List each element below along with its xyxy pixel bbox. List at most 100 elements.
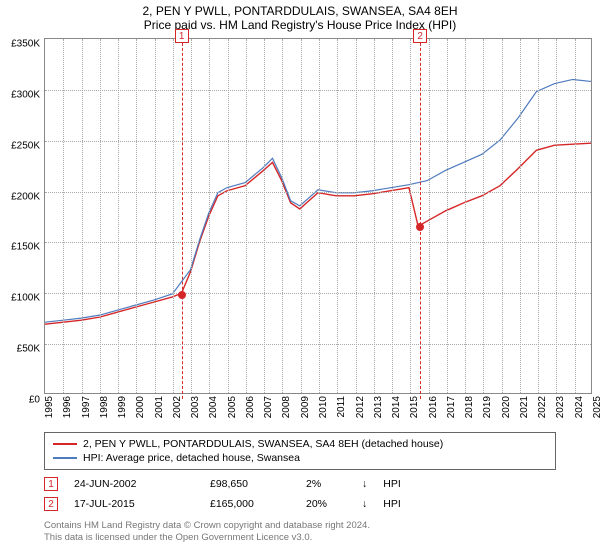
gridline-v: [282, 39, 283, 393]
gridline-v: [100, 39, 101, 393]
x-tick-label: 2017: [446, 396, 457, 418]
sales-table: 1 24-JUN-2002 £98,650 2% ↓ HPI 2 17-JUL-2015 £16…: [44, 474, 556, 514]
sale-hpi-label: HPI: [383, 498, 401, 510]
sale-date: 17-JUL-2015: [74, 498, 194, 510]
footer-line-1: Contains HM Land Registry data © Crown c…: [44, 520, 556, 532]
gridline-h: [45, 242, 591, 243]
gridline-v: [337, 39, 338, 393]
x-tick-label: 2013: [373, 396, 384, 418]
marker-point: [178, 291, 186, 299]
x-tick-label: 2010: [318, 396, 329, 418]
sale-pct: 2%: [306, 478, 346, 490]
gridline-v: [118, 39, 119, 393]
gridline-v: [301, 39, 302, 393]
footer-line-2: This data is licensed under the Open Gov…: [44, 532, 556, 544]
sale-date: 24-JUN-2002: [74, 478, 194, 490]
marker-line: [420, 33, 421, 399]
table-row: 2 17-JUL-2015 £165,000 20% ↓ HPI: [44, 494, 556, 514]
table-row: 1 24-JUN-2002 £98,650 2% ↓ HPI: [44, 474, 556, 494]
gridline-v: [520, 39, 521, 393]
gridline-h: [45, 293, 591, 294]
gridline-v: [356, 39, 357, 393]
gridline-h: [45, 192, 591, 193]
gridline-v: [502, 39, 503, 393]
page-title: 2, PEN Y PWLL, PONTARDDULAIS, SWANSEA, S…: [0, 0, 600, 18]
sale-price: £165,000: [210, 498, 290, 510]
gridline-h: [45, 90, 591, 91]
x-tick-label: 1999: [117, 396, 128, 418]
marker-point: [416, 223, 424, 231]
x-tick-label: 2012: [355, 396, 366, 418]
y-tick-label: £350K: [11, 39, 40, 50]
x-tick-label: 2006: [245, 396, 256, 418]
x-tick-label: 2023: [555, 396, 566, 418]
gridline-v: [374, 39, 375, 393]
series-line: [45, 143, 591, 324]
gridline-v: [429, 39, 430, 393]
sale-badge: 1: [44, 477, 58, 491]
gridline-v: [155, 39, 156, 393]
gridline-v: [465, 39, 466, 393]
x-tick-label: 1996: [62, 396, 73, 418]
x-axis-labels: 1995199619971998199920002001200220032004…: [44, 394, 592, 424]
chart-plot: 12: [44, 38, 592, 394]
y-tick-label: £150K: [11, 242, 40, 253]
gridline-v: [136, 39, 137, 393]
gridline-h: [45, 141, 591, 142]
legend-swatch: [53, 443, 77, 445]
gridline-v: [246, 39, 247, 393]
x-tick-label: 2009: [300, 396, 311, 418]
x-tick-label: 2007: [263, 396, 274, 418]
legend-label: 2, PEN Y PWLL, PONTARDDULAIS, SWANSEA, S…: [83, 438, 443, 450]
series-line: [45, 79, 591, 322]
gridline-v: [447, 39, 448, 393]
gridline-h: [45, 344, 591, 345]
gridline-v: [191, 39, 192, 393]
x-tick-label: 2020: [501, 396, 512, 418]
x-tick-label: 2022: [537, 396, 548, 418]
down-arrow-icon: ↓: [362, 478, 367, 490]
marker-badge: 1: [175, 29, 189, 43]
sale-pct: 20%: [306, 498, 346, 510]
x-tick-label: 2016: [428, 396, 439, 418]
gridline-v: [556, 39, 557, 393]
sale-price: £98,650: [210, 478, 290, 490]
page-subtitle: Price paid vs. HM Land Registry's House …: [0, 18, 600, 38]
legend: 2, PEN Y PWLL, PONTARDDULAIS, SWANSEA, S…: [44, 432, 556, 470]
sale-hpi-label: HPI: [383, 478, 401, 490]
legend-item: HPI: Average price, detached house, Swan…: [53, 451, 547, 465]
gridline-v: [538, 39, 539, 393]
x-tick-label: 2024: [574, 396, 585, 418]
gridline-v: [410, 39, 411, 393]
x-tick-label: 2005: [227, 396, 238, 418]
x-tick-label: 2025: [592, 396, 600, 418]
down-arrow-icon: ↓: [362, 498, 367, 510]
x-tick-label: 2001: [154, 396, 165, 418]
gridline-v: [173, 39, 174, 393]
y-tick-label: £50K: [17, 344, 40, 355]
x-tick-label: 2002: [172, 396, 183, 418]
legend-label: HPI: Average price, detached house, Swan…: [83, 452, 300, 464]
legend-swatch: [53, 457, 77, 459]
gridline-v: [228, 39, 229, 393]
y-axis-labels: £0£50K£100K£150K£200K£250K£300K£350K: [0, 44, 42, 400]
x-tick-label: 2015: [409, 396, 420, 418]
x-tick-label: 2018: [464, 396, 475, 418]
x-tick-label: 1997: [81, 396, 92, 418]
y-tick-label: £200K: [11, 191, 40, 202]
gridline-v: [575, 39, 576, 393]
x-tick-label: 2004: [208, 396, 219, 418]
x-tick-label: 2011: [336, 396, 347, 418]
y-tick-label: £300K: [11, 89, 40, 100]
y-tick-label: £100K: [11, 293, 40, 304]
gridline-v: [483, 39, 484, 393]
x-tick-label: 1998: [99, 396, 110, 418]
sale-badge: 2: [44, 497, 58, 511]
y-tick-label: £0: [29, 395, 40, 406]
gridline-v: [63, 39, 64, 393]
footer-attribution: Contains HM Land Registry data © Crown c…: [44, 520, 556, 544]
gridline-v: [82, 39, 83, 393]
y-tick-label: £250K: [11, 140, 40, 151]
x-tick-label: 2000: [135, 396, 146, 418]
gridline-v: [264, 39, 265, 393]
